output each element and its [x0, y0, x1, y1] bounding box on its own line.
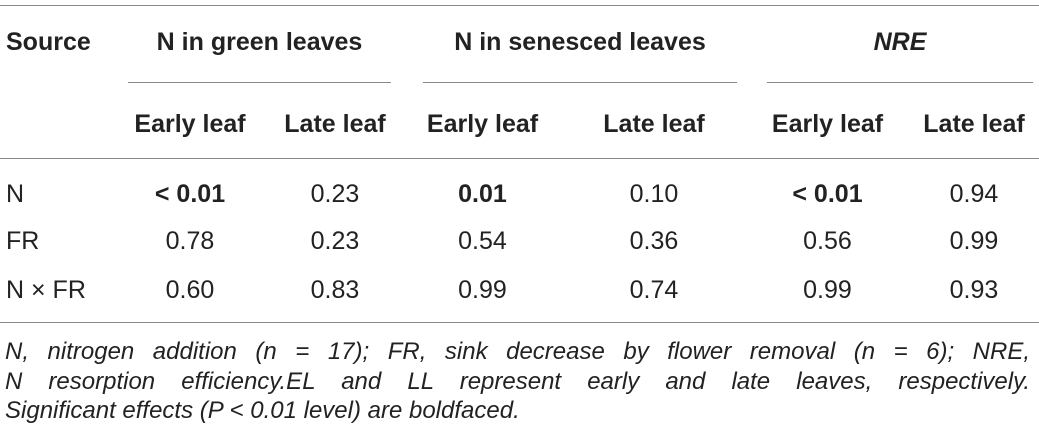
header-bottom-rule: [0, 158, 1039, 159]
header-source: Source: [6, 28, 91, 56]
subheader-green-early: Early leaf: [134, 110, 246, 138]
header-group-senesced: N in senesced leaves: [454, 28, 706, 56]
table-bottom-rule: [0, 322, 1039, 323]
cell-fr-nre-late: 0.99: [949, 227, 999, 255]
footnote-line-1: N, nitrogen addition (n = 17); FR, sink …: [5, 338, 1030, 365]
cell-fr-senesced-late: 0.36: [629, 227, 679, 255]
group-rule-nre: [767, 82, 1033, 83]
cell-n-nre-late: 0.94: [949, 180, 999, 208]
table-footnote: N, nitrogen addition (n = 17); FR, sink …: [5, 337, 1030, 426]
cell-fr-green-late: 0.23: [310, 227, 360, 255]
row-source-n-x-fr: N × FR: [6, 276, 86, 304]
cell-n-senesced-early: 0.01: [458, 180, 507, 208]
cell-n-green-early: < 0.01: [154, 180, 226, 208]
header-group-green: N in green leaves: [156, 28, 363, 56]
cell-fr-senesced-early: 0.54: [458, 227, 507, 255]
cell-nxfr-nre-early: 0.99: [803, 276, 852, 304]
cell-nxfr-green-late: 0.83: [310, 276, 360, 304]
cell-fr-nre-early: 0.56: [803, 227, 852, 255]
cell-n-green-late: 0.23: [310, 180, 360, 208]
subheader-green-late: Late leaf: [284, 110, 386, 138]
footnote-line-2: N resorption efficiency.EL and LL repres…: [5, 367, 1030, 395]
cell-n-nre-early: < 0.01: [792, 180, 863, 208]
row-source-fr: FR: [6, 227, 40, 255]
footnote-line-3: Significant effects (P < 0.01 level) are…: [5, 397, 520, 424]
cell-nxfr-green-early: 0.60: [165, 276, 215, 304]
cell-fr-green-early: 0.78: [165, 227, 215, 255]
subheader-nre-late: Late leaf: [923, 110, 1025, 138]
subheader-senesced-early: Early leaf: [426, 110, 539, 138]
subheader-senesced-late: Late leaf: [603, 110, 705, 138]
cell-nxfr-nre-late: 0.93: [949, 276, 999, 304]
subheader-nre-early: Early leaf: [771, 110, 884, 138]
cell-nxfr-senesced-late: 0.74: [629, 276, 679, 304]
top-rule: [0, 5, 1039, 6]
cell-nxfr-senesced-early: 0.99: [458, 276, 507, 304]
group-rule-senesced: [423, 82, 737, 83]
row-source-n: N: [6, 180, 25, 208]
cell-n-senesced-late: 0.10: [629, 180, 679, 208]
group-rule-green: [128, 82, 391, 83]
header-group-nre: NRE: [873, 28, 927, 56]
